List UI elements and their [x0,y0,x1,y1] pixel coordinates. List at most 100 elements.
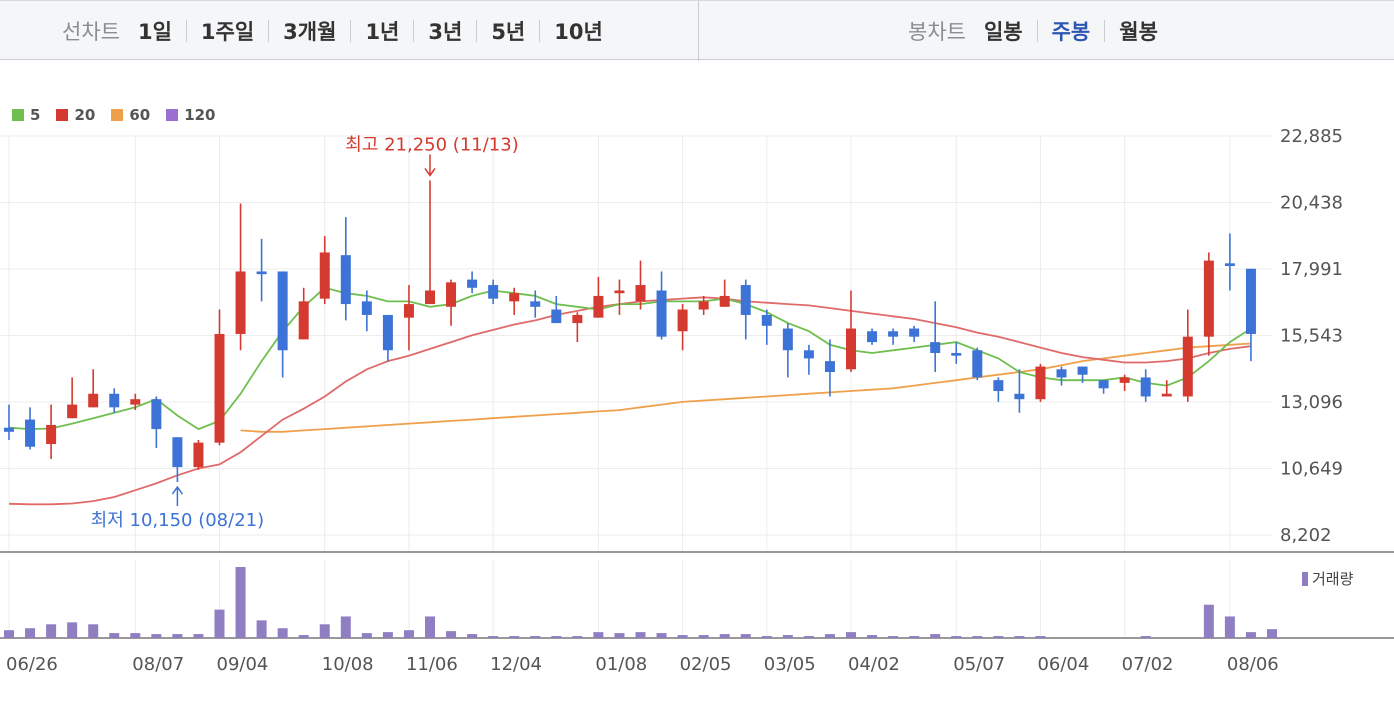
x-tick-label: 05/07 [953,654,1005,675]
volume-bar [256,620,267,638]
volume-bar [993,636,1004,638]
candle-body [151,399,162,430]
candle-body [1203,260,1214,337]
volume-bar [488,636,499,638]
candle-body [298,301,309,340]
volume-bar [1267,629,1277,638]
x-tick-label: 07/02 [1122,654,1174,675]
volume-bar [235,567,246,638]
volume-bar [572,636,583,638]
volume-bar [803,636,814,638]
volume-bar [1245,632,1256,638]
x-tick-label: 10/08 [322,654,374,675]
volume-bar [909,636,920,638]
low-annotation: 최저 10,150 (08/21) [91,510,264,531]
candle-body [488,285,499,299]
line-chart-tab-4[interactable]: 3년 [428,20,463,44]
candle-body [593,295,604,318]
candle-body [867,331,878,343]
legend-swatch [111,109,124,121]
line-chart-separator [185,20,187,42]
volume-bar [4,630,14,638]
y-tick-label: 13,096 [1280,392,1343,413]
line-chart-tab-6[interactable]: 10년 [554,20,603,44]
volume-legend: 거래량 [1302,568,1353,589]
volume-bar [614,633,625,638]
volume-bar [846,632,856,638]
candle-body [1245,268,1256,334]
volume-bar [1035,636,1046,638]
candle-chart-tabs: 봉차트 일봉 주봉 월봉 [908,1,1158,61]
ma20-line [8,296,1252,506]
line-chart-separator [268,20,270,42]
toolbar-divider [698,1,699,61]
candle-body [509,293,520,302]
candle-body [340,255,351,305]
candle-body [1035,366,1046,400]
volume-bar [467,634,478,638]
y-tick-label: 22,885 [1280,126,1343,147]
low-arrow-head [171,485,184,495]
candle-body [930,342,941,353]
legend-item-ma20: 20 [56,106,95,124]
candle-body [109,393,120,408]
line-chart-tab-1[interactable]: 1주일 [200,20,255,44]
volume-bar [782,635,793,638]
legend-swatch [12,109,24,121]
candle-body [425,290,435,305]
y-tick-label: 15,543 [1280,326,1343,347]
volume-bar [340,616,351,638]
high-annotation: 최고 21,250 (11/13) [345,134,518,155]
candle-chart-tab-2[interactable]: 월봉 [1119,20,1158,44]
line-chart-title: 선차트 [62,20,120,44]
candle-body [172,437,183,468]
candle-body [846,328,856,370]
candle-chart-separator [1036,20,1038,42]
legend-item-ma60: 60 [111,106,150,124]
volume-bar [824,634,835,638]
line-chart-tab-3[interactable]: 1년 [365,20,400,44]
candle-body [130,399,141,405]
legend-label: 20 [74,106,96,124]
candle-body [951,352,962,356]
candle-body [1140,377,1151,397]
candle-body [382,314,393,351]
axis-ticks: 22,885 20,438 17,991 15,543 13,096 10,649 8,20… [6,126,1343,675]
line-chart-tab-2[interactable]: 3개월 [283,20,337,44]
y-tick-label: 8,202 [1280,525,1332,546]
volume-bar [46,624,57,638]
candle-body [1056,369,1067,378]
candle-body [193,442,204,468]
x-tick-label: 01/08 [595,654,647,675]
volume-bar [298,635,309,638]
y-tick-label: 10,649 [1280,459,1343,480]
candle-body [1098,380,1109,389]
candle-body [803,350,814,359]
candle-body [551,309,562,324]
candle-chart-tab-1[interactable]: 주봉 [1051,20,1091,44]
candle-body [740,285,751,315]
line-chart-separator [539,20,541,42]
line-chart-tab-0[interactable]: 1일 [137,20,172,44]
volume-bar [551,636,562,638]
volume-bar [698,635,709,638]
volume-bar [530,636,541,638]
line-chart-tab-5[interactable]: 5년 [491,20,526,44]
x-tick-label: 04/02 [848,654,900,675]
candle-body [277,271,288,351]
legend-label: 60 [129,106,151,124]
candle-body [719,295,730,307]
volume-bar [1140,636,1151,638]
volume-bar [425,616,435,638]
candle-body [635,285,646,302]
volume-bar [109,633,120,638]
volume-bar [25,628,36,638]
legend-label: 5 [30,106,41,124]
x-tick-label: 11/06 [406,654,458,675]
legend-label: 120 [184,106,216,124]
volume-bar [130,633,141,638]
chart-period-toolbar: 선차트 1일 1주일 3개월 1년 3년 5년 10년 봉차트 일봉 주봉 월봉 [0,0,1394,61]
candle-chart-tab-0[interactable]: 일봉 [983,20,1023,44]
volume-bar [88,624,99,638]
candle-body [1182,336,1193,397]
